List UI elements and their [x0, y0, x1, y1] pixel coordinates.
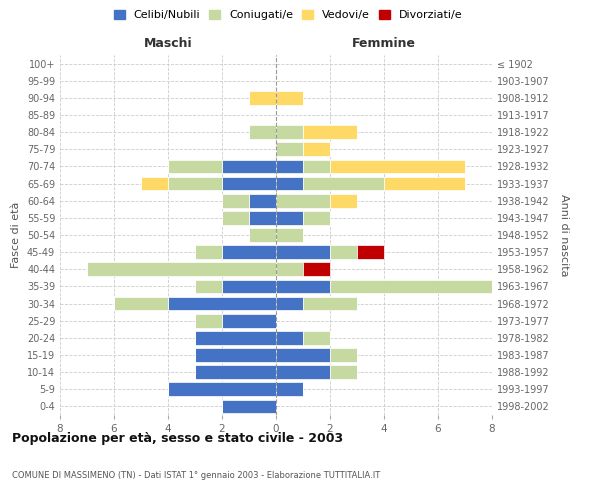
Text: Popolazione per età, sesso e stato civile - 2003: Popolazione per età, sesso e stato civil… — [12, 432, 343, 445]
Y-axis label: Anni di nascita: Anni di nascita — [559, 194, 569, 276]
Bar — [330, 246, 357, 259]
Bar — [195, 280, 222, 293]
Bar — [114, 296, 168, 310]
Bar — [330, 280, 492, 293]
Bar — [168, 160, 222, 173]
Bar — [276, 126, 303, 139]
Bar — [222, 280, 276, 293]
Bar — [168, 382, 276, 396]
Bar — [87, 262, 276, 276]
Bar — [276, 91, 303, 104]
Bar — [222, 314, 276, 328]
Bar — [303, 126, 357, 139]
Bar — [276, 211, 303, 224]
Bar — [276, 262, 303, 276]
Bar — [303, 296, 357, 310]
Bar — [303, 176, 384, 190]
Bar — [249, 228, 276, 242]
Bar — [276, 176, 303, 190]
Bar — [195, 331, 276, 344]
Bar — [195, 314, 222, 328]
Bar — [249, 194, 276, 207]
Bar — [249, 211, 276, 224]
Bar — [303, 160, 330, 173]
Bar — [330, 366, 357, 379]
Bar — [357, 246, 384, 259]
Bar — [141, 176, 168, 190]
Bar — [276, 228, 303, 242]
Bar — [222, 400, 276, 413]
Bar — [303, 331, 330, 344]
Bar — [276, 160, 303, 173]
Bar — [330, 160, 465, 173]
Bar — [222, 176, 276, 190]
Bar — [303, 211, 330, 224]
Bar — [222, 211, 249, 224]
Bar — [303, 262, 330, 276]
Bar — [249, 126, 276, 139]
Bar — [168, 296, 276, 310]
Legend: Celibi/Nubili, Coniugati/e, Vedovi/e, Divorziati/e: Celibi/Nubili, Coniugati/e, Vedovi/e, Di… — [109, 6, 467, 25]
Bar — [195, 366, 276, 379]
Bar — [276, 194, 330, 207]
Bar — [276, 348, 330, 362]
Bar — [276, 296, 303, 310]
Y-axis label: Fasce di età: Fasce di età — [11, 202, 21, 268]
Bar — [222, 194, 249, 207]
Text: COMUNE DI MASSIMENO (TN) - Dati ISTAT 1° gennaio 2003 - Elaborazione TUTTITALIA.: COMUNE DI MASSIMENO (TN) - Dati ISTAT 1°… — [12, 471, 380, 480]
Bar — [276, 142, 303, 156]
Bar — [195, 348, 276, 362]
Bar — [303, 142, 330, 156]
Bar — [195, 246, 222, 259]
Bar — [276, 331, 303, 344]
Text: Femmine: Femmine — [352, 37, 416, 50]
Bar — [276, 382, 303, 396]
Bar — [249, 91, 276, 104]
Bar — [276, 246, 330, 259]
Bar — [222, 160, 276, 173]
Text: Maschi: Maschi — [143, 37, 193, 50]
Bar — [276, 280, 330, 293]
Bar — [222, 246, 276, 259]
Bar — [168, 176, 222, 190]
Bar — [330, 348, 357, 362]
Bar — [330, 194, 357, 207]
Bar — [276, 366, 330, 379]
Bar — [384, 176, 465, 190]
